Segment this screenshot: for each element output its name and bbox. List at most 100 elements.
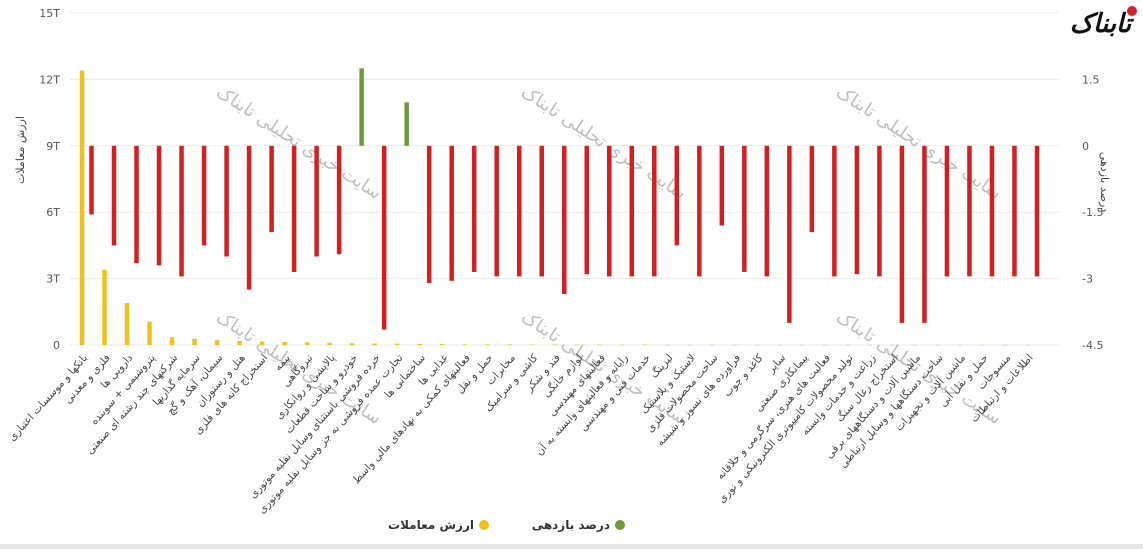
value-bar[interactable] — [417, 343, 422, 345]
return-bar[interactable] — [854, 145, 860, 275]
return-bar[interactable] — [269, 145, 274, 233]
return-bar[interactable] — [967, 145, 972, 277]
value-bar[interactable] — [147, 321, 152, 345]
return-bar[interactable] — [111, 145, 117, 246]
value-bar[interactable] — [665, 344, 670, 346]
return-bar[interactable] — [832, 145, 837, 277]
return-bar[interactable] — [877, 145, 882, 277]
value-bar[interactable] — [597, 344, 603, 346]
return-bar[interactable] — [449, 145, 454, 281]
value-bar[interactable] — [102, 269, 107, 345]
left-tick-label: 15T — [39, 7, 60, 20]
return-bar[interactable] — [629, 145, 635, 277]
return-bar[interactable] — [1034, 145, 1040, 277]
value-bar[interactable] — [800, 344, 805, 346]
value-bar[interactable] — [192, 338, 197, 345]
value-bar[interactable] — [777, 344, 783, 346]
value-bar[interactable] — [822, 344, 828, 346]
return-bar[interactable] — [787, 145, 792, 323]
value-bar[interactable] — [349, 343, 355, 345]
value-bar[interactable] — [845, 344, 850, 346]
value-bar[interactable] — [529, 344, 535, 346]
value-bar[interactable] — [732, 344, 738, 346]
value-bar[interactable] — [237, 341, 242, 345]
return-bar[interactable] — [246, 145, 252, 290]
left-tick-label: 6T — [46, 206, 60, 219]
value-bar[interactable] — [439, 344, 445, 345]
return-bar[interactable] — [674, 145, 680, 246]
return-bar[interactable] — [719, 145, 725, 226]
return-bar[interactable] — [652, 145, 657, 277]
return-bar[interactable] — [494, 145, 499, 277]
value-bar[interactable] — [282, 341, 287, 345]
value-bar[interactable] — [935, 344, 940, 346]
value-bar[interactable] — [507, 344, 512, 345]
legend[interactable]: درصد بازدهی ارزش معاملات — [388, 518, 625, 532]
return-bar[interactable] — [179, 145, 184, 277]
value-bar[interactable] — [304, 342, 310, 345]
value-bar[interactable] — [710, 344, 715, 346]
legend-label-value[interactable]: ارزش معاملات — [388, 518, 474, 532]
value-bar[interactable] — [642, 344, 648, 346]
return-bar[interactable] — [314, 145, 319, 257]
value-bar[interactable] — [484, 344, 490, 345]
value-bar[interactable] — [169, 337, 175, 345]
return-bar[interactable] — [809, 145, 815, 233]
value-bar[interactable] — [1025, 344, 1030, 346]
return-bar[interactable] — [201, 145, 207, 246]
return-bar[interactable] — [516, 145, 522, 277]
value-bar[interactable] — [394, 343, 400, 345]
value-bar[interactable] — [124, 302, 130, 345]
value-bar[interactable] — [327, 342, 332, 345]
right-tick-label: -3 — [1082, 273, 1093, 286]
right-tick-label: -1.5 — [1082, 206, 1103, 219]
value-bar[interactable] — [462, 344, 467, 345]
return-bar[interactable] — [899, 145, 905, 323]
value-bar[interactable] — [372, 343, 377, 345]
bottom-border — [0, 544, 1143, 549]
legend-swatch-return — [615, 520, 625, 530]
value-bar[interactable] — [214, 340, 220, 345]
value-bar[interactable] — [890, 344, 895, 346]
value-bar[interactable] — [957, 344, 963, 346]
return-bar[interactable] — [584, 145, 590, 275]
return-bar[interactable] — [944, 145, 950, 277]
value-bar[interactable] — [575, 344, 580, 346]
return-bar[interactable] — [134, 145, 139, 264]
left-tick-label: 0 — [53, 339, 60, 352]
return-bar[interactable] — [404, 102, 409, 146]
value-bar[interactable] — [687, 344, 693, 346]
watermark-text: سایت خبری تحلیلی تابناک — [212, 82, 385, 204]
return-bar[interactable] — [764, 145, 770, 277]
return-bar[interactable] — [359, 68, 364, 146]
return-bar[interactable] — [989, 145, 995, 277]
return-bar[interactable] — [381, 145, 387, 330]
legend-label-return[interactable]: درصد بازدهی — [532, 518, 610, 532]
return-bar[interactable] — [607, 145, 612, 277]
return-bar[interactable] — [291, 145, 297, 272]
value-bar[interactable] — [620, 344, 625, 346]
return-bar[interactable] — [922, 145, 927, 323]
return-bar[interactable] — [156, 145, 162, 266]
return-bar[interactable] — [426, 145, 432, 284]
return-bar[interactable] — [561, 145, 567, 295]
return-bar[interactable] — [471, 145, 477, 272]
value-bar[interactable] — [1002, 344, 1008, 346]
right-tick-label: 1.5 — [1082, 73, 1100, 86]
value-bar[interactable] — [79, 70, 85, 346]
value-bar[interactable] — [755, 344, 760, 346]
return-bar[interactable] — [89, 145, 94, 215]
value-bar[interactable] — [259, 341, 265, 345]
return-bar[interactable] — [697, 145, 702, 277]
value-bar[interactable] — [980, 344, 985, 346]
value-bar[interactable] — [867, 344, 873, 346]
value-bar[interactable] — [552, 344, 557, 346]
return-bar[interactable] — [539, 145, 544, 277]
return-bar[interactable] — [742, 145, 747, 272]
value-bar[interactable] — [912, 344, 918, 346]
site-logo: تابناک — [1058, 0, 1143, 48]
return-bar[interactable] — [336, 145, 342, 255]
return-bar[interactable] — [224, 145, 229, 257]
return-bar[interactable] — [1012, 145, 1017, 277]
